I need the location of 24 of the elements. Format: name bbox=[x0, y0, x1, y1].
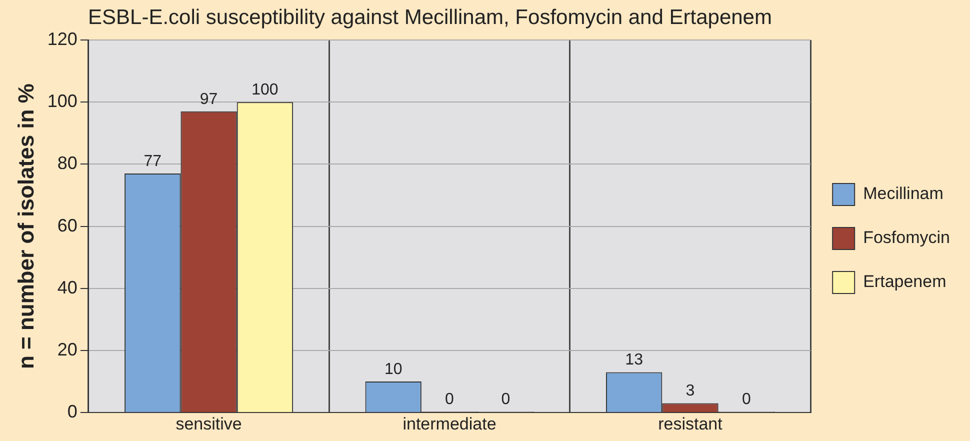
x-tick-label: intermediate bbox=[402, 414, 496, 434]
y-tick-label: 0 bbox=[67, 402, 78, 422]
x-tick-label: sensitive bbox=[176, 414, 242, 434]
y-tick-label: 80 bbox=[57, 153, 78, 174]
y-tick-label: 120 bbox=[47, 28, 78, 49]
chart-title: ESBL-E.coli susceptibility against Mecillinam, Fosfomycin and Ertapenem bbox=[87, 6, 773, 30]
y-tick-label: 40 bbox=[57, 277, 78, 298]
y-tick-label: 20 bbox=[57, 339, 78, 360]
data-label: 77 bbox=[144, 152, 162, 170]
y-axis-title: n = number of isolates in % bbox=[13, 84, 38, 370]
data-label: 3 bbox=[686, 382, 695, 400]
data-label: 0 bbox=[742, 391, 751, 408]
data-label: 100 bbox=[252, 82, 278, 99]
data-label: 0 bbox=[445, 391, 454, 408]
legend-label: Mecillinam bbox=[863, 184, 944, 204]
data-label: 0 bbox=[501, 391, 510, 408]
y-tick-label: 60 bbox=[57, 215, 78, 236]
data-label: 97 bbox=[200, 90, 218, 108]
data-label: 13 bbox=[625, 352, 644, 369]
y-tick-label: 100 bbox=[47, 91, 78, 112]
legend-label: Ertapenem bbox=[863, 272, 946, 292]
x-tick-label: resistant bbox=[658, 414, 723, 434]
legend-label: Fosfomycin bbox=[863, 228, 950, 248]
data-label: 10 bbox=[384, 360, 402, 378]
